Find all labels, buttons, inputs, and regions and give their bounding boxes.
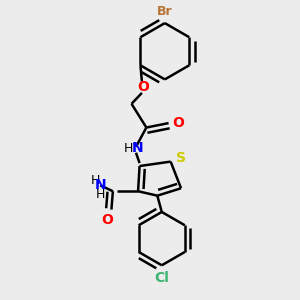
- Text: O: O: [137, 80, 149, 94]
- Text: H: H: [95, 188, 105, 201]
- Text: Cl: Cl: [154, 271, 169, 285]
- Text: O: O: [101, 213, 113, 227]
- Text: N: N: [94, 178, 106, 192]
- Text: N: N: [132, 141, 143, 155]
- Text: H: H: [124, 142, 133, 155]
- Text: S: S: [176, 151, 186, 165]
- Text: O: O: [172, 116, 184, 130]
- Text: Br: Br: [157, 5, 172, 18]
- Text: H: H: [90, 174, 100, 188]
